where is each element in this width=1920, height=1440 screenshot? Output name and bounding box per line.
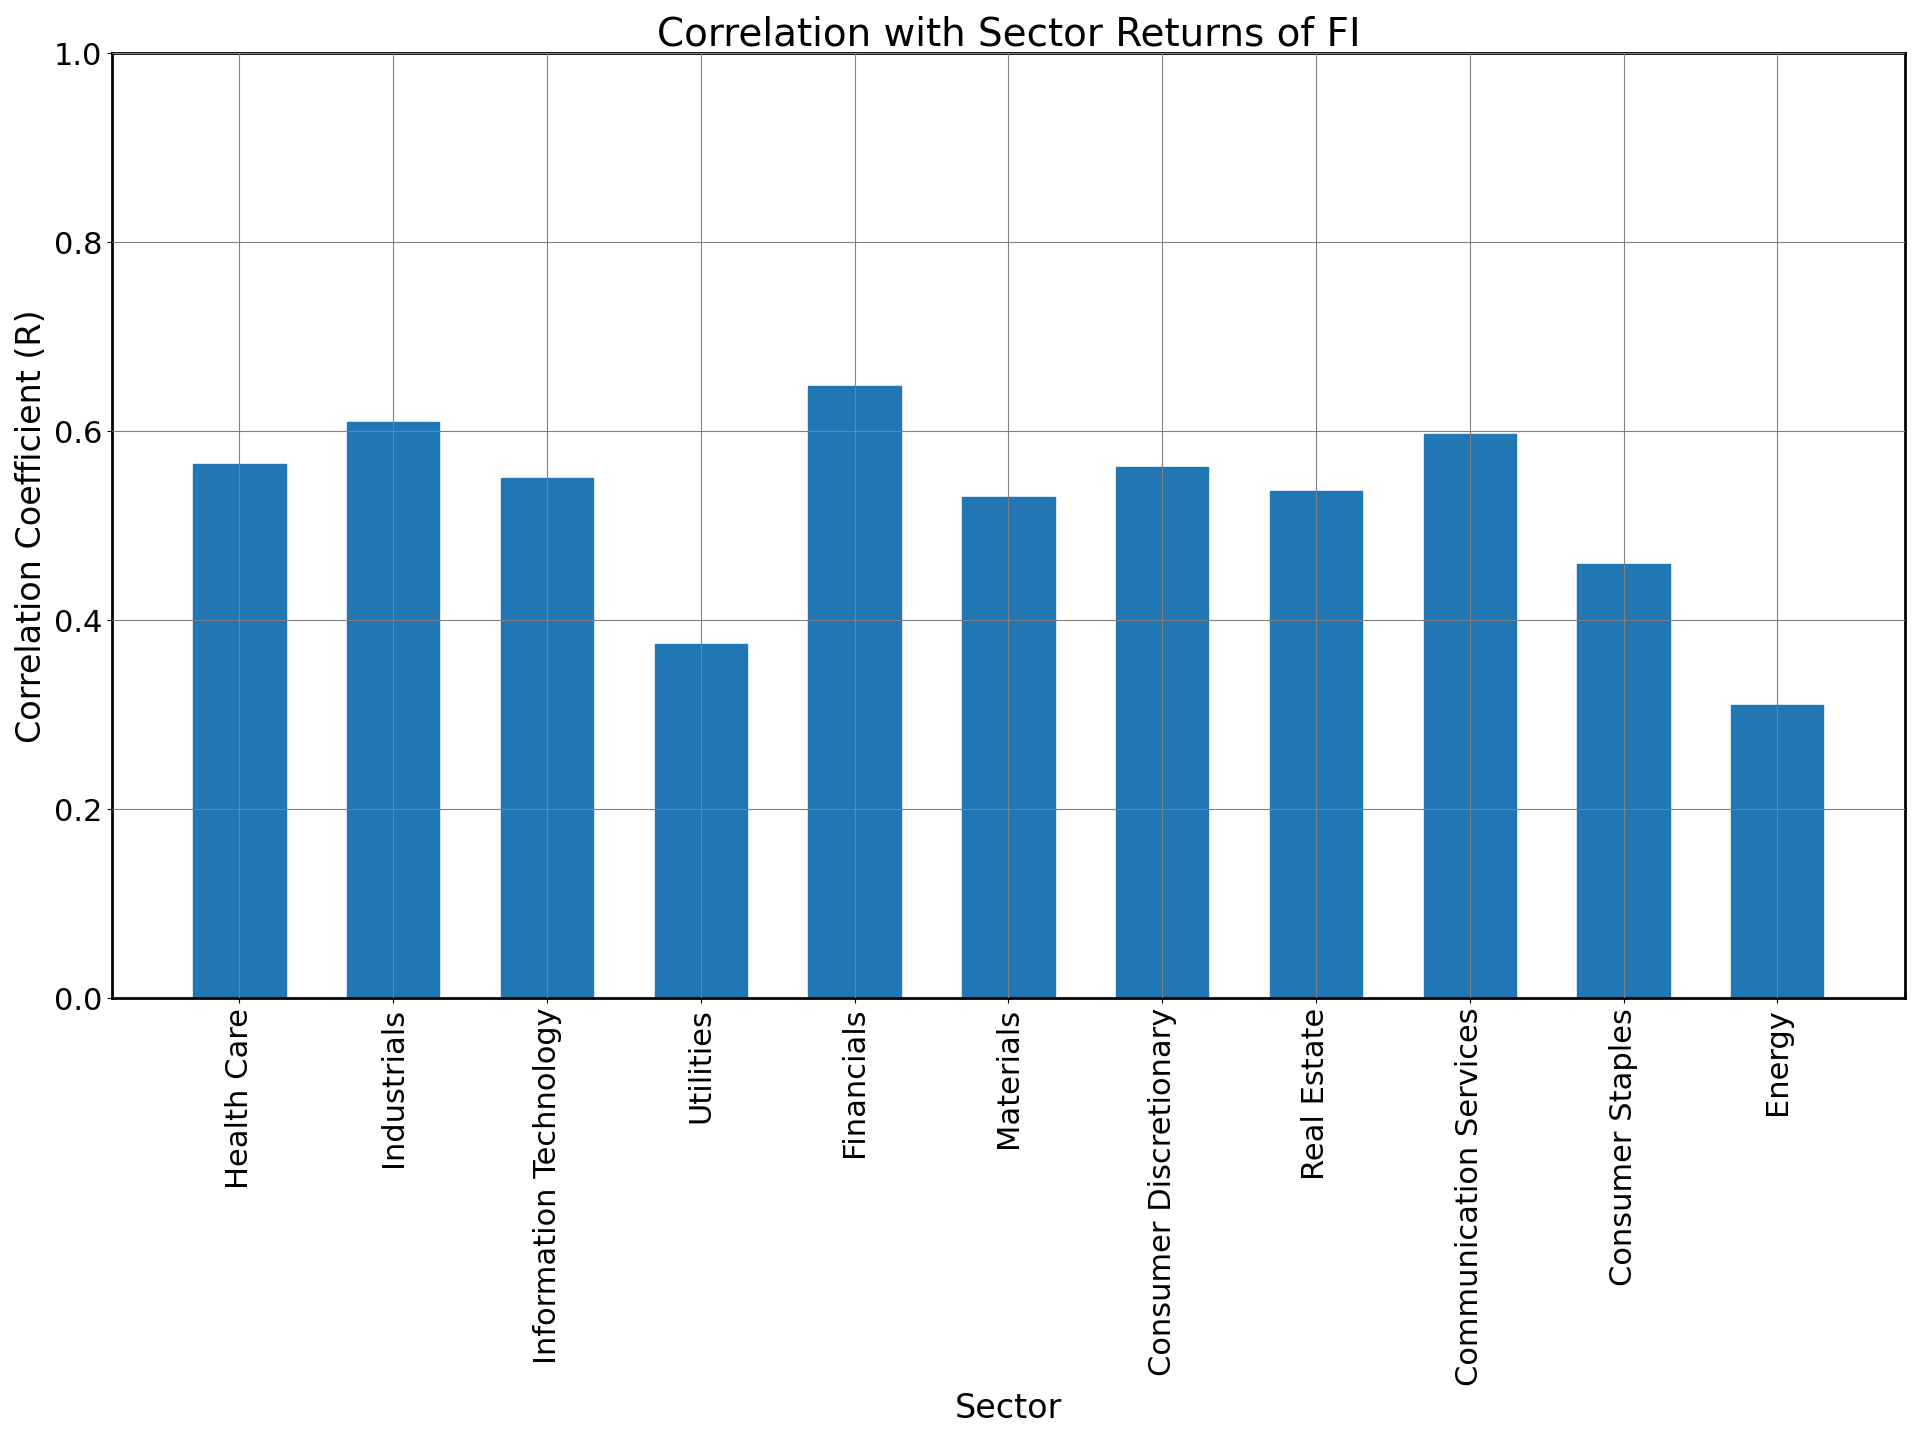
- Bar: [348, 422, 440, 998]
- Bar: [1578, 563, 1670, 998]
- Bar: [808, 386, 900, 998]
- Bar: [655, 644, 747, 998]
- Title: Correlation with Sector Returns of FI: Correlation with Sector Returns of FI: [657, 14, 1359, 53]
- Bar: [1116, 467, 1208, 998]
- Bar: [962, 497, 1054, 998]
- Bar: [1423, 433, 1517, 998]
- Bar: [501, 478, 593, 998]
- Bar: [1269, 491, 1361, 998]
- Y-axis label: Correlation Coefficient (R): Correlation Coefficient (R): [15, 310, 48, 743]
- X-axis label: Sector: Sector: [954, 1392, 1062, 1426]
- Bar: [1732, 706, 1824, 998]
- Bar: [194, 464, 286, 998]
